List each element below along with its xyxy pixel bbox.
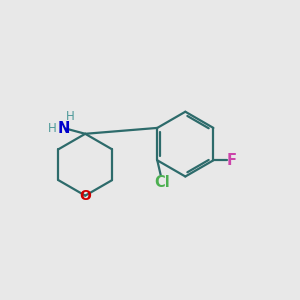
- Text: N: N: [58, 121, 70, 136]
- Text: H: H: [65, 110, 74, 123]
- Text: O: O: [79, 189, 91, 202]
- Text: Cl: Cl: [154, 176, 170, 190]
- Text: F: F: [227, 153, 237, 168]
- Text: H: H: [48, 122, 57, 135]
